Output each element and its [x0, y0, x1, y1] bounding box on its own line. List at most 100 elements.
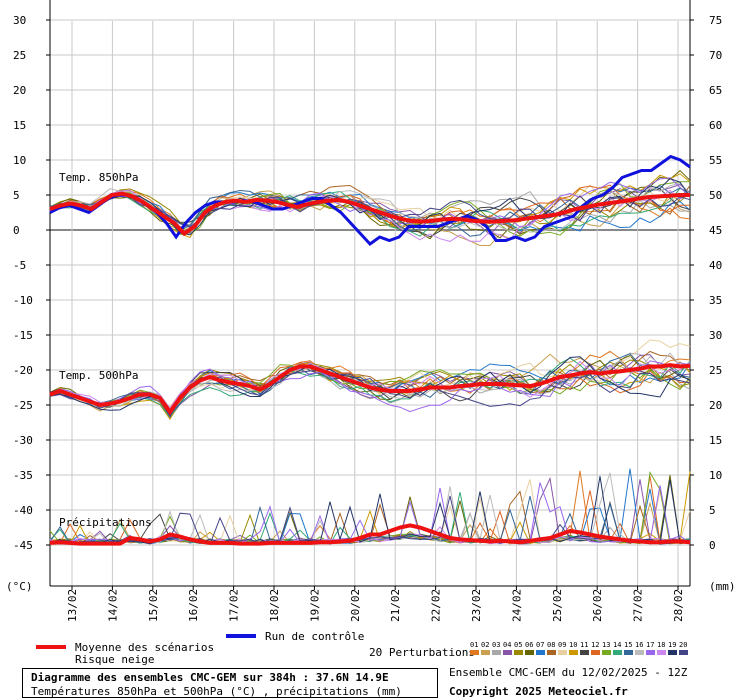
- perturbation-lines: [49, 170, 691, 546]
- left-tick-label: 0: [13, 224, 20, 237]
- legend-pert-number: 09: [558, 641, 566, 649]
- copyright: Copyright 2025 Meteociel.fr: [449, 685, 628, 698]
- ensemble-label: Ensemble CMC-GEM du 12/02/2025 - 12Z: [449, 666, 688, 679]
- legend-pert-number: 08: [547, 641, 555, 649]
- chart-subtitle: Températures 850hPa et 500hPa (°C) , pré…: [31, 685, 402, 698]
- legend-pert-number: 14: [613, 641, 621, 649]
- main-lines: [49, 154, 691, 546]
- legend-pert-swatch: [613, 650, 622, 655]
- legend-pert-number: 03: [492, 641, 500, 649]
- mean-precip-line: [49, 523, 691, 546]
- x-tick-label: 14/02: [106, 589, 119, 622]
- x-tick-label: 27/02: [632, 589, 645, 622]
- legend-control-label: Run de contrôle: [265, 630, 364, 643]
- right-tick-label: 65: [709, 84, 722, 97]
- legend-pert-swatch: [470, 650, 479, 655]
- legend-pert-swatch: [624, 650, 633, 655]
- left-tick-label: -15: [13, 329, 33, 342]
- right-tick-label: 20: [709, 399, 722, 412]
- right-tick-label: 40: [709, 259, 722, 272]
- x-tick-label: 13/02: [66, 589, 79, 622]
- x-tick-label: 26/02: [591, 589, 604, 622]
- legend-pert-number: 18: [657, 641, 665, 649]
- legend-perturbations-label: 20 Perturbations: [369, 646, 475, 659]
- right-tick-label: 75: [709, 14, 722, 27]
- legend-pert-number: 20: [679, 641, 687, 649]
- x-tick-label: 17/02: [228, 589, 241, 622]
- legend-pert-number: 11: [580, 641, 588, 649]
- legend-pert-number: 01: [470, 641, 478, 649]
- legend-pert-swatch: [646, 650, 655, 655]
- x-tick-label: 20/02: [349, 589, 362, 622]
- legend-pert-swatch: [536, 650, 545, 655]
- right-tick-label: 30: [709, 329, 722, 342]
- x-tick-label: 18/02: [268, 589, 281, 622]
- legend-pert-swatch: [580, 650, 589, 655]
- legend-pert-number: 07: [536, 641, 544, 649]
- legend-pert-number: 05: [514, 641, 522, 649]
- info-box: Diagramme des ensembles CMC-GEM sur 384h…: [22, 668, 438, 698]
- legend-pert-swatch: [481, 650, 490, 655]
- legend-pert-number: 17: [646, 641, 654, 649]
- left-tick-label: 25: [13, 49, 26, 62]
- x-tick-label: 16/02: [187, 589, 200, 622]
- legend-pert-swatch: [547, 650, 556, 655]
- x-tick-label: 21/02: [389, 589, 402, 622]
- legend-pert-number: 16: [635, 641, 643, 649]
- left-unit: (°C): [6, 580, 33, 593]
- right-tick-label: 45: [709, 224, 722, 237]
- right-tick-label: 50: [709, 189, 722, 202]
- legend-pert-number: 19: [668, 641, 676, 649]
- legend-mean-label: Moyenne des scénarios: [75, 641, 214, 654]
- chart-title: Diagramme des ensembles CMC-GEM sur 384h…: [31, 671, 389, 684]
- legend-pert-number: 13: [602, 641, 610, 649]
- legend-pert-swatch: [569, 650, 578, 655]
- legend-pert-swatch: [679, 650, 688, 655]
- legend-pert-swatch: [602, 650, 611, 655]
- legend-pert-number: 06: [525, 641, 533, 649]
- right-tick-label: 55: [709, 154, 722, 167]
- label-t500: Temp. 500hPa: [59, 369, 138, 382]
- label-precip: Précipitations: [59, 516, 152, 529]
- right-unit: (mm): [709, 580, 736, 593]
- right-tick-label: 5: [709, 504, 716, 517]
- labels: Temp. 850hPa Temp. 500hPa Précipitations: [59, 171, 152, 529]
- x-tick-label: 25/02: [551, 589, 564, 622]
- grid: [50, 19, 690, 586]
- legend-snow-label: Risque neige: [75, 653, 154, 666]
- axes: 302520151050-5-10-15-20-25-30-35-40-4575…: [6, 0, 736, 622]
- x-tick-label: 28/02: [672, 589, 685, 622]
- legend-pert-swatch: [503, 650, 512, 655]
- left-tick-label: -30: [13, 434, 33, 447]
- left-tick-label: -10: [13, 294, 33, 307]
- left-tick-label: 30: [13, 14, 26, 27]
- perturbation-850-line: [49, 173, 691, 239]
- left-tick-label: 20: [13, 84, 26, 97]
- left-tick-label: -25: [13, 399, 33, 412]
- right-tick-label: 15: [709, 434, 722, 447]
- label-t850: Temp. 850hPa: [59, 171, 138, 184]
- legend-pert-number: 12: [591, 641, 599, 649]
- perturbation-850-line: [49, 190, 691, 233]
- legend-pert-swatch: [492, 650, 501, 655]
- x-tick-label: 19/02: [308, 589, 321, 622]
- left-tick-label: 5: [13, 189, 20, 202]
- left-tick-label: -5: [13, 259, 26, 272]
- x-tick-label: 15/02: [147, 589, 160, 622]
- legend-pert-number: 02: [481, 641, 489, 649]
- legend-pert-number: 10: [569, 641, 577, 649]
- x-tick-label: 24/02: [510, 589, 523, 622]
- x-tick-label: 22/02: [430, 589, 443, 622]
- left-tick-label: -40: [13, 504, 33, 517]
- right-tick-label: 25: [709, 364, 722, 377]
- x-tick-label: 23/02: [470, 589, 483, 622]
- perturbation-850-line: [49, 170, 691, 240]
- left-tick-label: -20: [13, 364, 33, 377]
- legend-pert-number: 15: [624, 641, 632, 649]
- legend-pert-swatch: [525, 650, 534, 655]
- legend-pert-swatch: [635, 650, 644, 655]
- left-tick-label: -35: [13, 469, 33, 482]
- right-tick-label: 60: [709, 119, 722, 132]
